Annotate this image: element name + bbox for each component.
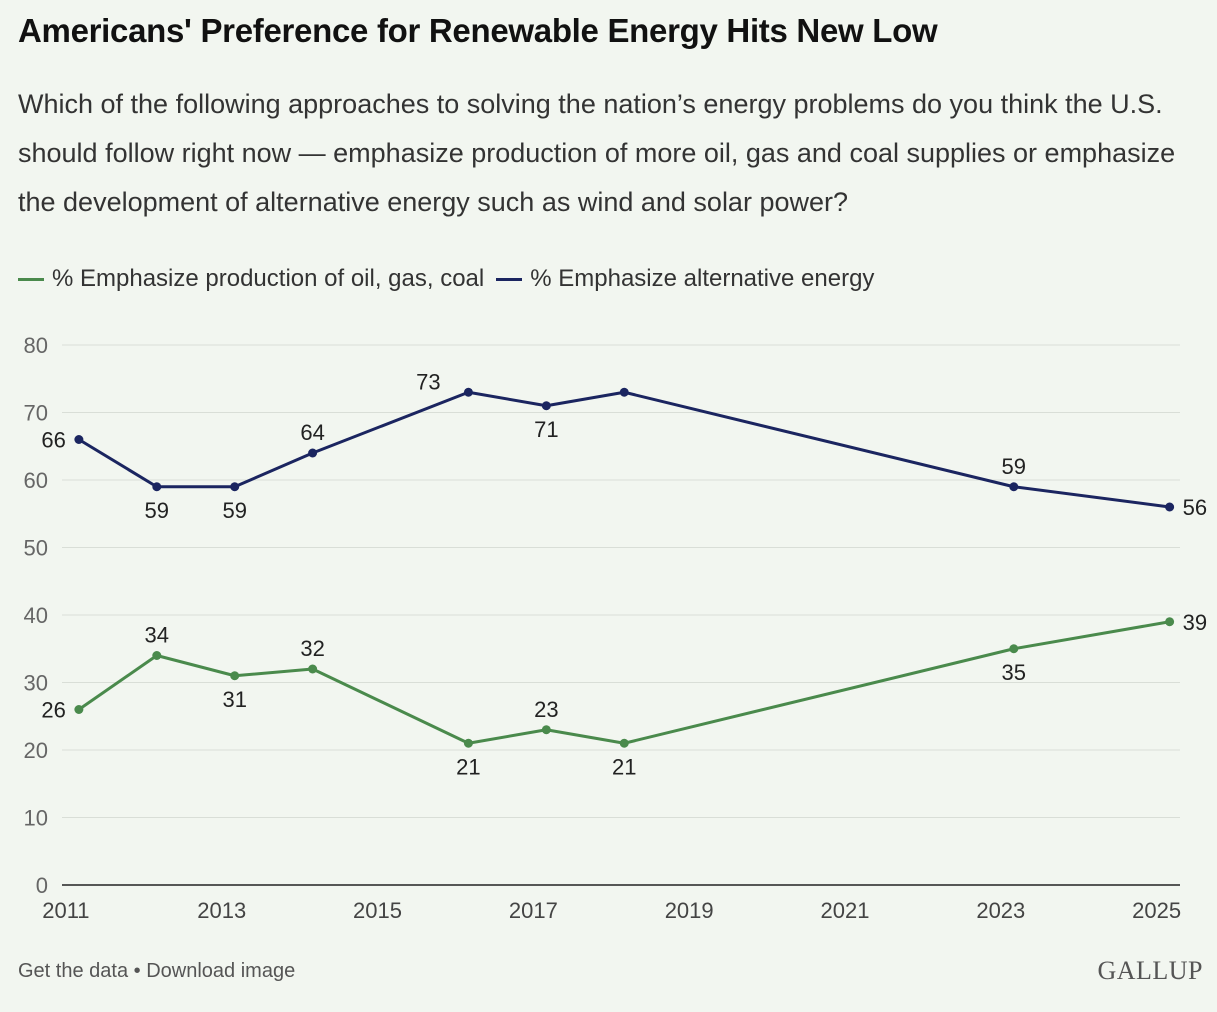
data-label: 59 <box>1002 454 1026 479</box>
data-point <box>74 435 84 444</box>
legend-swatch-green <box>18 277 44 281</box>
data-point <box>74 705 84 714</box>
data-point <box>619 387 629 397</box>
data-label: 56 <box>1183 495 1207 520</box>
x-tick-label: 2015 <box>353 898 402 923</box>
data-label: 35 <box>1002 660 1026 685</box>
y-tick-label: 80 <box>24 333 48 358</box>
footer-separator: • <box>133 960 141 982</box>
data-label: 31 <box>222 687 246 712</box>
data-point <box>619 738 629 748</box>
data-label: 39 <box>1183 610 1207 635</box>
data-label: 21 <box>456 754 480 779</box>
y-tick-label: 70 <box>24 401 48 426</box>
get-data-link[interactable]: Get the data <box>18 960 129 982</box>
series-line-1 <box>78 390 1170 509</box>
chart-legend: % Emphasize production of oil, gas, coal… <box>18 265 886 293</box>
data-label: 32 <box>300 636 324 661</box>
data-point <box>230 671 240 681</box>
legend-swatch-navy <box>496 277 523 281</box>
x-tick-label: 2025 <box>1132 898 1181 923</box>
data-point <box>308 448 318 458</box>
legend-item-oil-gas-coal: % Emphasize production of oil, gas, coal <box>18 265 484 293</box>
data-label: 23 <box>534 697 558 722</box>
data-point <box>1009 644 1019 654</box>
download-image-link[interactable]: Download image <box>146 960 296 982</box>
gallup-logo: GALLUP <box>1097 956 1203 985</box>
data-point <box>541 401 551 411</box>
data-point <box>1009 482 1019 492</box>
data-point <box>1165 617 1175 627</box>
data-label: 73 <box>416 369 440 394</box>
x-tick-label: 2017 <box>509 898 558 923</box>
data-label: 59 <box>145 498 169 523</box>
y-tick-label: 10 <box>24 806 48 831</box>
data-label: 71 <box>534 417 558 442</box>
y-tick-label: 30 <box>24 671 48 696</box>
x-tick-label: 2013 <box>197 898 246 923</box>
data-label: 64 <box>300 420 324 445</box>
x-tick-label: 2021 <box>821 898 870 923</box>
data-point <box>541 725 551 735</box>
chart-title: Americans' Preference for Renewable Ener… <box>18 12 938 49</box>
footer: Get the data • Download image <box>18 960 295 983</box>
y-tick-label: 50 <box>24 536 48 561</box>
data-point <box>308 664 318 674</box>
data-label: 21 <box>612 754 636 779</box>
x-tick-label: 2023 <box>976 898 1025 923</box>
legend-label-alternative-energy: % Emphasize alternative energy <box>530 265 875 292</box>
data-point <box>230 482 240 492</box>
data-point <box>463 387 473 397</box>
data-label: 26 <box>41 698 65 723</box>
legend-label-oil-gas-coal: % Emphasize production of oil, gas, coal <box>52 265 485 292</box>
x-tick-label: 2019 <box>665 898 714 923</box>
x-tick-label: 2011 <box>42 898 89 923</box>
data-point <box>152 651 162 660</box>
y-tick-label: 20 <box>24 738 48 763</box>
legend-item-alternative-energy: % Emphasize alternative energy <box>496 265 874 293</box>
y-tick-label: 0 <box>36 873 48 898</box>
data-label: 34 <box>145 623 169 648</box>
data-label: 66 <box>41 428 65 453</box>
data-point <box>152 482 162 492</box>
data-point <box>1165 502 1175 512</box>
y-tick-label: 60 <box>24 468 48 493</box>
line-chart: 0 10 20 30 40 50 60 70 80 2011 2013 2015 2017 2019 202… <box>24 333 1208 923</box>
data-label: 59 <box>222 498 246 523</box>
chart-subtitle: Which of the following approaches to sol… <box>18 89 1176 217</box>
data-point <box>463 738 473 748</box>
y-tick-label: 40 <box>24 603 48 628</box>
